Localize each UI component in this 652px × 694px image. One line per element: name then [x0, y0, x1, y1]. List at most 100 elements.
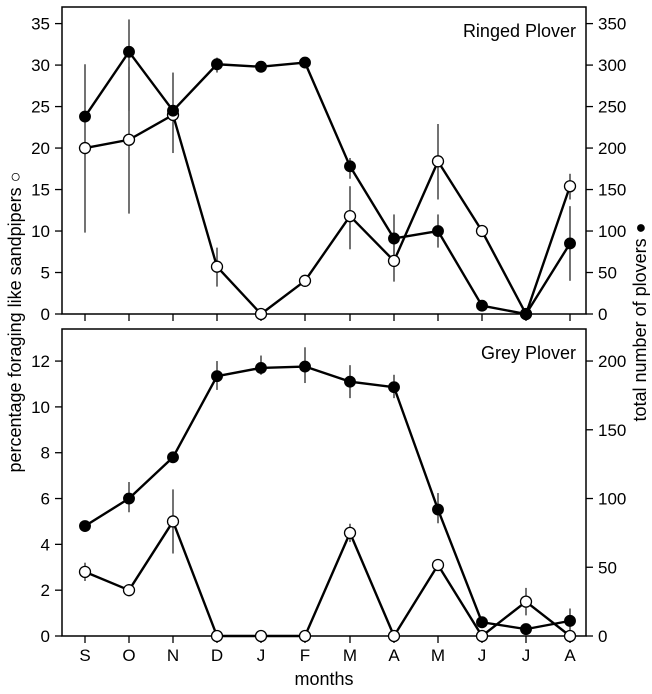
grey-plover-total-plovers-point	[79, 520, 91, 532]
ringed-plover-right-tick-label: 100	[598, 222, 626, 241]
ringed-plover-total-plovers-point	[388, 232, 400, 245]
grey-plover-left-tick-label: 0	[41, 627, 50, 646]
ringed-plover-left-tick-label: 0	[41, 305, 50, 324]
ringed-plover-total-plovers-line	[84, 50, 572, 316]
grey-plover-right-tick-label: 200	[598, 352, 626, 371]
grey-plover-total-plovers-point	[123, 492, 135, 505]
grey-plover-panel-frame	[61, 328, 587, 637]
ringed-plover-total-plovers-point	[123, 45, 135, 58]
x-tick-label: S	[79, 646, 90, 665]
right-axis-title: total number of plovers ●	[630, 223, 650, 422]
ringed-plover-sandpiper-pct-point	[431, 155, 445, 168]
ringed-plover-right-tick-label: 300	[598, 56, 626, 75]
ringed-plover-panel-frame	[61, 6, 587, 315]
grey-plover-right-tick-label: 50	[598, 558, 617, 577]
ringed-plover-total-plovers-point	[344, 160, 356, 173]
ringed-plover-total-plovers-point	[255, 60, 267, 73]
ringed-plover-left-tick-label: 30	[31, 56, 50, 75]
ringed-plover-right-tick-label: 200	[598, 139, 626, 158]
ringed-plover-sandpiper-pct-point	[563, 180, 577, 193]
grey-plover-right-tick-label: 0	[598, 627, 607, 646]
x-tick-label: D	[211, 646, 223, 665]
ringed-plover-sandpiper-pct-point	[254, 307, 268, 321]
x-tick-label: J	[478, 646, 487, 665]
x-tick-label: A	[564, 646, 576, 665]
grey-plover-left-tick-label: 6	[41, 490, 50, 509]
grey-plover-left-tick-label: 8	[41, 444, 50, 463]
ringed-plover-sandpiper-pct-point	[475, 224, 489, 238]
ringed-plover-left-tick-label: 20	[31, 139, 50, 158]
grey-plover-sandpiper-pct-point	[210, 629, 224, 643]
ringed-plover-right-tick-label: 250	[598, 98, 626, 117]
x-tick-label: M	[431, 646, 445, 665]
ringed-plover-total-plovers-point	[211, 58, 223, 71]
grey-plover-sandpiper-pct-point	[343, 526, 357, 540]
ringed-plover-panel-title: Ringed Plover	[463, 21, 576, 41]
ringed-plover-left-tick-label: 5	[41, 264, 50, 283]
grey-plover-sandpiper-pct-point	[298, 629, 312, 643]
grey-plover-sandpiper-pct-point	[563, 629, 577, 643]
grey-plover-left-tick-label: 4	[41, 535, 50, 554]
ringed-plover-left-tick-label: 15	[31, 181, 50, 200]
grey-plover-sandpiper-pct-point	[166, 515, 180, 528]
ringed-plover-sandpiper-pct-point	[298, 274, 312, 287]
grey-plover-total-plovers-line	[84, 365, 571, 631]
grey-plover-right-tick-label: 150	[598, 421, 626, 440]
x-tick-label: A	[388, 646, 400, 665]
grey-plover-sandpiper-pct-point	[254, 629, 268, 643]
grey-plover-right-tick-label: 100	[598, 490, 626, 509]
ringed-plover-left-tick-label: 25	[31, 98, 50, 117]
grey-plover-total-plovers-point	[564, 614, 576, 627]
ringed-plover-right-tick-label: 0	[598, 305, 607, 324]
ringed-plover-left-tick-label: 35	[31, 15, 50, 34]
grey-plover-sandpiper-pct-point	[519, 595, 533, 608]
grey-plover-total-plovers-point	[211, 370, 223, 383]
grey-plover-left-tick-label: 12	[31, 352, 50, 371]
x-axis-title: months	[294, 669, 353, 689]
ringed-plover-sandpiper-pct-point	[78, 141, 92, 155]
ringed-plover-total-plovers-point	[79, 110, 91, 123]
grey-plover-sandpiper-pct-point	[122, 584, 136, 597]
grey-plover-total-plovers-point	[476, 616, 488, 629]
ringed-plover-right-tick-label: 150	[598, 181, 626, 200]
grey-plover-total-plovers-point	[388, 381, 400, 394]
ringed-plover-left-tick-label: 10	[31, 222, 50, 241]
ringed-plover-sandpiper-pct-point	[387, 254, 401, 268]
x-tick-label: F	[300, 646, 310, 665]
grey-plover-total-plovers-point	[255, 361, 267, 374]
ringed-plover-total-plovers-point	[520, 308, 532, 320]
grey-plover-sandpiper-pct-point	[387, 629, 401, 643]
grey-plover-total-plovers-point	[344, 375, 356, 388]
ringed-plover-right-tick-label: 50	[598, 264, 617, 283]
ringed-plover-total-plovers-point	[167, 104, 179, 117]
ringed-plover-total-plovers-point	[299, 56, 311, 69]
grey-plover-sandpiper-pct-line	[84, 520, 571, 638]
grey-plover-sandpiper-pct-point	[431, 558, 445, 572]
grey-plover-sandpiper-pct-point	[78, 565, 92, 579]
ringed-plover-sandpiper-pct-point	[343, 209, 357, 223]
chart-marks: 0510152025303505010015020025030035002468…	[31, 15, 626, 665]
ringed-plover-sandpiper-pct-point	[210, 260, 224, 273]
ringed-plover-sandpiper-pct-point	[122, 133, 136, 146]
x-tick-label: J	[257, 646, 266, 665]
ringed-plover-total-plovers-point	[432, 225, 444, 237]
ringed-plover-right-tick-label: 350	[598, 15, 626, 34]
ringed-plover-total-plovers-point	[564, 237, 576, 250]
grey-plover-sandpiper-pct-point	[475, 629, 489, 643]
x-tick-label: N	[167, 646, 179, 665]
grey-plover-left-tick-label: 10	[31, 398, 50, 417]
grey-plover-total-plovers-point	[299, 360, 311, 373]
x-tick-label: M	[343, 646, 357, 665]
left-axis-title: percentage foraging like sandpipers ○	[5, 171, 25, 472]
grey-plover-panel-title: Grey Plover	[481, 343, 576, 363]
grey-plover-total-plovers-point	[167, 451, 179, 464]
grey-plover-left-tick-label: 2	[41, 581, 50, 600]
ringed-plover-total-plovers-point	[476, 299, 488, 312]
grey-plover-total-plovers-point	[520, 623, 532, 636]
grey-plover-total-plovers-point	[432, 503, 444, 516]
x-tick-label: J	[522, 646, 531, 665]
x-tick-label: O	[122, 646, 135, 665]
ringed-plover-sandpiper-pct-line	[84, 113, 572, 316]
